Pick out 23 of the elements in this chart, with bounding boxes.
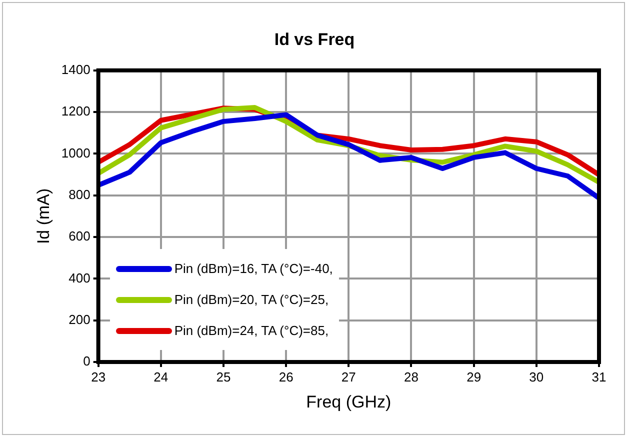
legend-label: Pin (dBm)=16, TA (°C)=-40,: [174, 261, 333, 276]
x-tick-label: 27: [341, 369, 356, 384]
y-tick-label: 1200: [61, 104, 90, 119]
y-tick-label: 0: [83, 354, 90, 369]
y-tick-label: 800: [68, 186, 90, 202]
y-axis-title: Id (mA): [34, 188, 53, 244]
y-tick-label: 400: [68, 270, 90, 286]
legend-label: Pin (dBm)=20, TA (°C)=25,: [174, 292, 329, 307]
y-tick-label: 1400: [61, 62, 90, 77]
legend-label: Pin (dBm)=24, TA (°C)=85,: [174, 323, 329, 338]
x-axis-title: Freq (GHz): [306, 392, 392, 412]
x-tick-label: 29: [466, 369, 482, 384]
x-tick-label: 26: [278, 369, 294, 384]
x-tick-label: 24: [154, 369, 168, 384]
y-tick-label: 1000: [61, 145, 90, 160]
y-tick-label: 600: [68, 228, 90, 244]
chart-title: Id vs Freq: [274, 30, 355, 49]
x-tick-label: 31: [592, 369, 606, 384]
x-tick-label: 28: [404, 369, 418, 384]
x-tick-label: 30: [529, 369, 544, 384]
y-tick-label: 200: [68, 312, 90, 327]
x-tick-label: 23: [91, 369, 106, 384]
x-tick-label: 25: [216, 369, 231, 384]
